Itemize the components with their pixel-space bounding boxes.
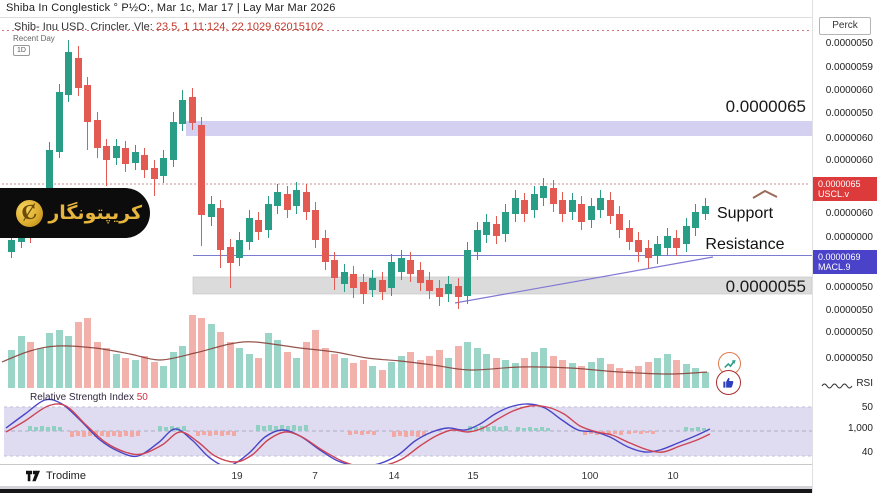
macd-price-sub: MACL.9 (818, 262, 851, 272)
time-tick-label: 19 (231, 471, 243, 482)
time-axis: 19 7 14 15 100 10 (0, 464, 812, 487)
support-label: Support (716, 205, 774, 222)
last-price-sub: USCL.v (818, 189, 850, 199)
price-tick-label: 0.0000050 (825, 108, 873, 119)
time-tick-label: 10 (667, 471, 679, 482)
last-price-badge: 0.0000065 USCL.v (813, 177, 877, 201)
price-tick-label: 0.0000050 (825, 305, 873, 316)
caret-icon (752, 189, 778, 199)
price-axis: Perck 0.0000050 0.0000059 0.0000060 0.00000… (812, 0, 877, 493)
thumbs-up-icon[interactable] (716, 370, 741, 395)
price-tick-label: 40 (861, 447, 873, 458)
header-divider (0, 17, 877, 18)
time-tick-label: 100 (581, 471, 599, 482)
rsi-value: 50 (136, 392, 148, 403)
upper-level-label: 0.0000065 (725, 97, 806, 116)
price-tick-label: 50 (861, 402, 873, 413)
price-tick-label: 0.0000060 (825, 85, 873, 96)
brand-name-farsi: کریپتونگار (48, 202, 142, 224)
price-tick-label: 0.0000050 (825, 282, 873, 293)
chart-title: Shiba In Conglestick ° P½O:, Mar 1c, Mar… (6, 2, 336, 14)
price-tick-label: 0.0000060 (825, 133, 873, 144)
macd-price-badge: 0.0000069 MACL.9 (813, 250, 877, 274)
price-tick-label: 0.0000060 (825, 155, 873, 166)
bottom-strip-dark (0, 489, 877, 493)
price-tick-label: 0.0000059 (825, 62, 873, 73)
resistance-label: Resistance (705, 236, 785, 253)
last-price-value: 0.0000065 (818, 179, 861, 189)
macd-price-value: 0.0000069 (818, 252, 861, 262)
bottom-strip-light (0, 486, 877, 489)
price-tick-label: 0.0000050 (825, 38, 873, 49)
time-tick-label: 15 (467, 471, 479, 482)
price-axis-button[interactable]: Perck (819, 17, 871, 35)
candlestick-chart-canvas (1, 30, 812, 469)
price-tick-label: 1,000 (847, 423, 873, 434)
rsi-title: Relative Strength Index (30, 392, 134, 403)
price-tick-label: 0.0000000 (825, 232, 873, 243)
trodime-logo-icon (26, 470, 40, 482)
lower-level-label: 0.0000055 (725, 277, 806, 296)
time-tick-label: 7 (312, 471, 318, 482)
price-tick-label: 0.0000060 (825, 208, 873, 219)
trodime-label[interactable]: Trodime (46, 469, 86, 482)
price-tick-label: 0.0000050 (825, 327, 873, 338)
coin-logo-icon: Ȼ (13, 196, 46, 230)
price-tick-label: 0.0000050 (825, 353, 873, 364)
time-tick-label: 14 (388, 471, 400, 482)
recent-day-label: Recent Day (13, 34, 55, 43)
brand-watermark: Ȼ کریپتونگار (0, 188, 150, 238)
rsi-pane-label: Relative Strength Index 50 (30, 392, 148, 403)
rsi-wave-icon (821, 383, 853, 389)
footer-bar: Trodime (26, 469, 86, 482)
timeframe-button[interactable]: 1D (13, 45, 30, 56)
price-tick-label: RSI (856, 378, 873, 389)
